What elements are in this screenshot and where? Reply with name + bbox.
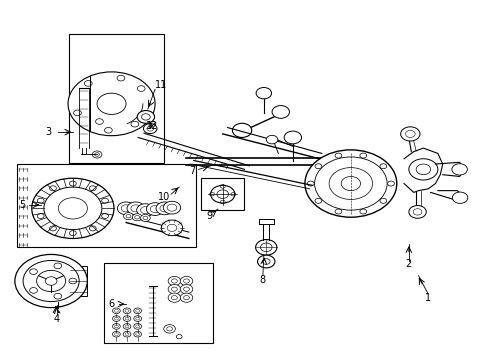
Circle shape [32,178,114,238]
Circle shape [307,181,313,186]
Circle shape [163,201,180,214]
Circle shape [168,293,180,302]
Circle shape [176,334,182,339]
Bar [17,164,196,247]
Text: 3: 3 [45,127,52,137]
Circle shape [210,185,234,203]
Circle shape [112,324,120,329]
Circle shape [359,153,366,158]
Circle shape [408,206,426,218]
Circle shape [400,127,419,141]
Circle shape [257,255,274,268]
Circle shape [123,324,131,329]
Circle shape [140,215,150,221]
Text: 12: 12 [145,121,158,131]
Text: 11: 11 [155,80,167,90]
Circle shape [137,204,154,216]
Circle shape [232,123,251,138]
Circle shape [146,203,163,215]
Bar [78,84,90,88]
Circle shape [180,276,192,285]
Text: 9: 9 [206,211,212,221]
Circle shape [168,276,180,285]
Circle shape [334,153,341,158]
Text: 7: 7 [189,166,195,176]
Circle shape [284,131,301,144]
Circle shape [112,316,120,321]
Circle shape [265,135,277,144]
Circle shape [137,111,154,123]
Text: 8: 8 [259,275,265,285]
Circle shape [134,331,141,337]
Circle shape [123,331,131,337]
Circle shape [305,150,396,217]
Circle shape [123,316,131,321]
Bar [70,266,87,296]
Circle shape [180,284,192,294]
Circle shape [255,239,276,255]
Bar [201,178,244,210]
Circle shape [134,316,141,321]
Circle shape [379,198,386,203]
Circle shape [127,202,144,215]
Circle shape [256,87,271,99]
Circle shape [123,213,133,220]
Circle shape [112,331,120,337]
Circle shape [314,164,321,169]
Circle shape [15,255,87,307]
Circle shape [180,293,192,302]
Circle shape [123,308,131,314]
Text: 6: 6 [108,299,114,309]
Text: 2: 2 [405,259,411,269]
Circle shape [314,198,321,203]
Circle shape [379,164,386,169]
Circle shape [387,181,393,186]
Circle shape [408,159,437,180]
Circle shape [132,214,142,221]
Bar [104,263,213,343]
Circle shape [451,164,467,175]
Circle shape [161,220,182,236]
Circle shape [117,202,135,215]
Bar [69,33,163,163]
Circle shape [134,324,141,329]
Circle shape [163,325,175,333]
Circle shape [451,192,467,203]
Text: 5: 5 [19,200,25,210]
Text: 1: 1 [424,293,430,303]
Circle shape [143,123,157,134]
Circle shape [334,209,341,214]
Circle shape [112,308,120,314]
Circle shape [359,209,366,214]
Text: 4: 4 [54,314,60,324]
Circle shape [271,105,289,118]
Circle shape [168,284,180,294]
Circle shape [134,308,141,314]
Text: 10: 10 [157,192,169,202]
Circle shape [156,202,173,215]
Circle shape [68,72,155,136]
